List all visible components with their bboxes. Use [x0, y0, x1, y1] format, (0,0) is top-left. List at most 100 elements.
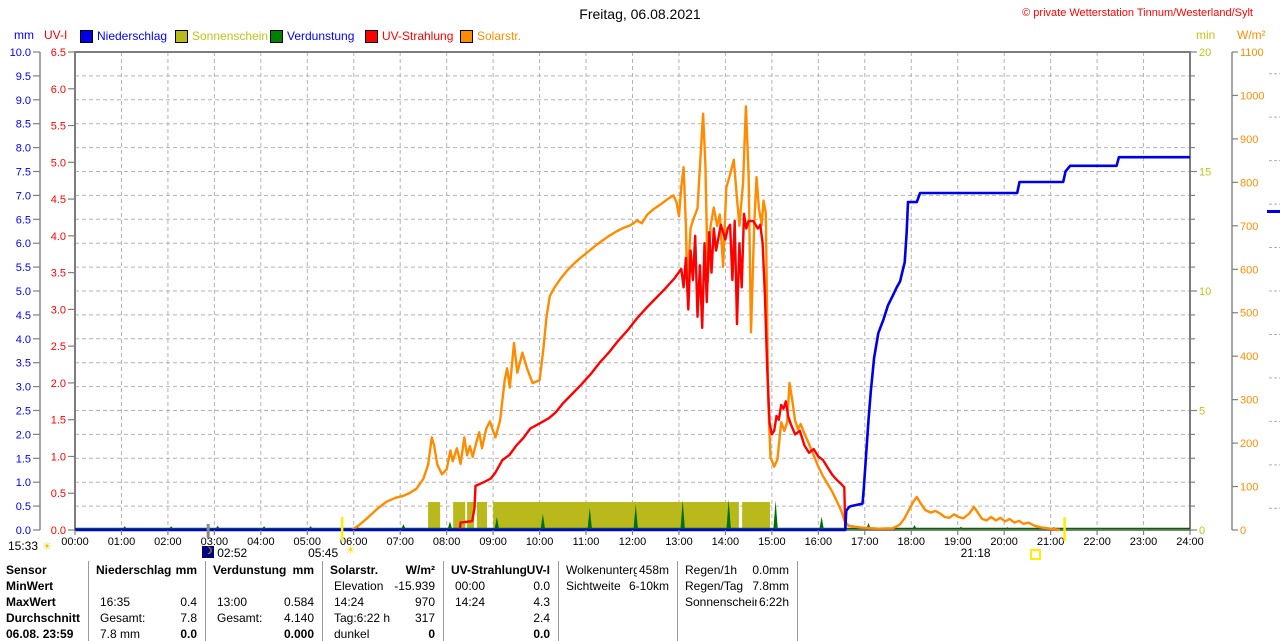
svg-text:7.0: 7.0 [16, 190, 31, 202]
table-value-time: dunkel [334, 627, 370, 641]
legend-label: Verdunstung [287, 29, 355, 43]
info-label: Regen/1h [685, 563, 738, 577]
svg-text:600: 600 [1240, 264, 1258, 276]
table-separator [88, 561, 89, 641]
svg-text:0.0: 0.0 [51, 525, 66, 537]
legend-swatch [80, 29, 93, 43]
table-row-label: MaxWert [6, 595, 56, 609]
table-value: 0.0 [533, 579, 550, 593]
svg-text:1000: 1000 [1240, 90, 1264, 102]
table-value: 4.3 [533, 595, 550, 609]
svg-text:5.5: 5.5 [16, 262, 31, 274]
svg-text:2.5: 2.5 [16, 406, 31, 418]
svg-text:9.5: 9.5 [16, 71, 31, 83]
page-title: Freitag, 06.08.2021 [579, 6, 701, 22]
stats-table: Sensor MinWert MaxWert Durchschnitt 06.08. 2… [0, 560, 1280, 641]
svg-text:2.0: 2.0 [51, 378, 66, 390]
right-edge-grid-stubs [1269, 73, 1280, 509]
legend-item-uvstrahlung: UV-Strahlung [365, 29, 460, 43]
table-value-time: 7.8 mm [100, 627, 141, 641]
svg-text:10.0: 10.0 [10, 47, 31, 59]
axis-unit-wm2: W/m² [1237, 28, 1266, 42]
svg-text:15: 15 [1199, 167, 1211, 179]
table-col-header: Niederschlag [96, 563, 172, 577]
table-value-time: 16:35 [100, 595, 131, 609]
table-value-time: Gesamt: [100, 611, 146, 625]
svg-text:7.5: 7.5 [16, 167, 31, 179]
sunrise-time-label: 05:45 [308, 546, 339, 560]
legend-swatch [270, 29, 283, 43]
table-value-time: Tag:6:22 h [334, 611, 391, 625]
table-col-unit: UV-I [526, 563, 550, 577]
sunset-icon [1029, 549, 1041, 560]
svg-text:3.5: 3.5 [51, 268, 66, 280]
rain-edge-dash [1267, 210, 1280, 213]
svg-text:6.0: 6.0 [16, 238, 31, 250]
svg-text:12:00: 12:00 [619, 536, 647, 548]
svg-text:8.5: 8.5 [16, 119, 31, 131]
table-value: -15.939 [394, 579, 435, 593]
svg-text:3.5: 3.5 [16, 358, 31, 370]
legend-item-sonnenschein: Sonnenschein [175, 29, 270, 43]
table-row-label: Sensor [6, 563, 47, 577]
sunset-time-label: 21:18 [960, 546, 991, 560]
svg-text:4.5: 4.5 [51, 194, 66, 206]
table-separator [322, 561, 323, 641]
svg-text:0.0: 0.0 [16, 525, 31, 537]
table-value-time: Elevation [334, 579, 384, 593]
svg-text:4.5: 4.5 [16, 310, 31, 322]
table-value-time: 14:24 [334, 595, 365, 609]
svg-text:100: 100 [1240, 482, 1258, 494]
info-label: Sichtweite [566, 579, 621, 593]
svg-text:5.5: 5.5 [51, 121, 66, 133]
svg-text:03:00: 03:00 [201, 536, 229, 548]
svg-text:5: 5 [1199, 406, 1205, 418]
svg-text:10:00: 10:00 [526, 536, 554, 548]
axis-uvi: 0.0 0.5 1.0 1.5 2.0 2.5 3.0 3.5 4.0 4.5 5.0 5.5 6.0 6… [51, 47, 75, 537]
svg-text:0: 0 [1240, 525, 1246, 537]
svg-text:02:00: 02:00 [154, 536, 182, 548]
svg-text:22:00: 22:00 [1083, 536, 1111, 548]
svg-text:300: 300 [1240, 395, 1258, 407]
table-separator [443, 561, 444, 641]
solar-line [350, 105, 1061, 532]
table-value: 970 [414, 595, 435, 609]
moonrise-time-label: 15:33 [8, 539, 39, 553]
svg-text:1.5: 1.5 [51, 415, 66, 427]
table-value: 0.0 [533, 627, 550, 641]
table-value: 0.4 [180, 595, 197, 609]
table-col-unit: W/m² [405, 563, 435, 577]
rain-line [75, 155, 1190, 532]
info-value: 6:22h [758, 595, 789, 609]
svg-text:07:00: 07:00 [386, 536, 414, 548]
axis-time: 00:00 01:00 02:00 03:00 04:00 05:00 06:00 07:00… [61, 530, 1204, 548]
svg-text:900: 900 [1240, 134, 1258, 146]
weather-chart: 0.0 0.5 1.0 1.5 2.0 2.5 3.0 3.5 4.0 4.5 5.0 5.5 6.0 6… [10, 47, 1280, 548]
svg-text:08:00: 08:00 [433, 536, 461, 548]
axis-unit-min: min [1196, 28, 1216, 42]
svg-text:8.0: 8.0 [16, 143, 31, 155]
svg-text:01:00: 01:00 [108, 536, 136, 548]
svg-text:14:00: 14:00 [712, 536, 740, 548]
svg-text:800: 800 [1240, 177, 1258, 189]
svg-text:4.0: 4.0 [16, 334, 31, 346]
station-credit: © private Wetterstation Tinnum/Westerlan… [1022, 7, 1253, 19]
table-col-unit: mm [292, 563, 314, 577]
table-row-label: MinWert [6, 579, 54, 593]
moonrise-icon: ☀ [42, 541, 52, 553]
svg-text:04:00: 04:00 [247, 536, 275, 548]
sunrise-icon: ☀ [345, 543, 356, 557]
svg-text:20: 20 [1199, 47, 1211, 59]
legend-swatch [365, 29, 378, 43]
svg-text:06:00: 06:00 [340, 536, 368, 548]
table-value: 0.0 [180, 627, 197, 641]
svg-text:200: 200 [1240, 438, 1258, 450]
table-value-time: Gesamt: [217, 611, 263, 625]
info-label: Regen/Tag [685, 579, 744, 593]
table-col-header: Verdunstung [213, 563, 287, 577]
table-separator [205, 561, 206, 641]
svg-text:16:00: 16:00 [805, 536, 833, 548]
svg-text:2.0: 2.0 [16, 429, 31, 441]
table-value: 317 [414, 611, 435, 625]
